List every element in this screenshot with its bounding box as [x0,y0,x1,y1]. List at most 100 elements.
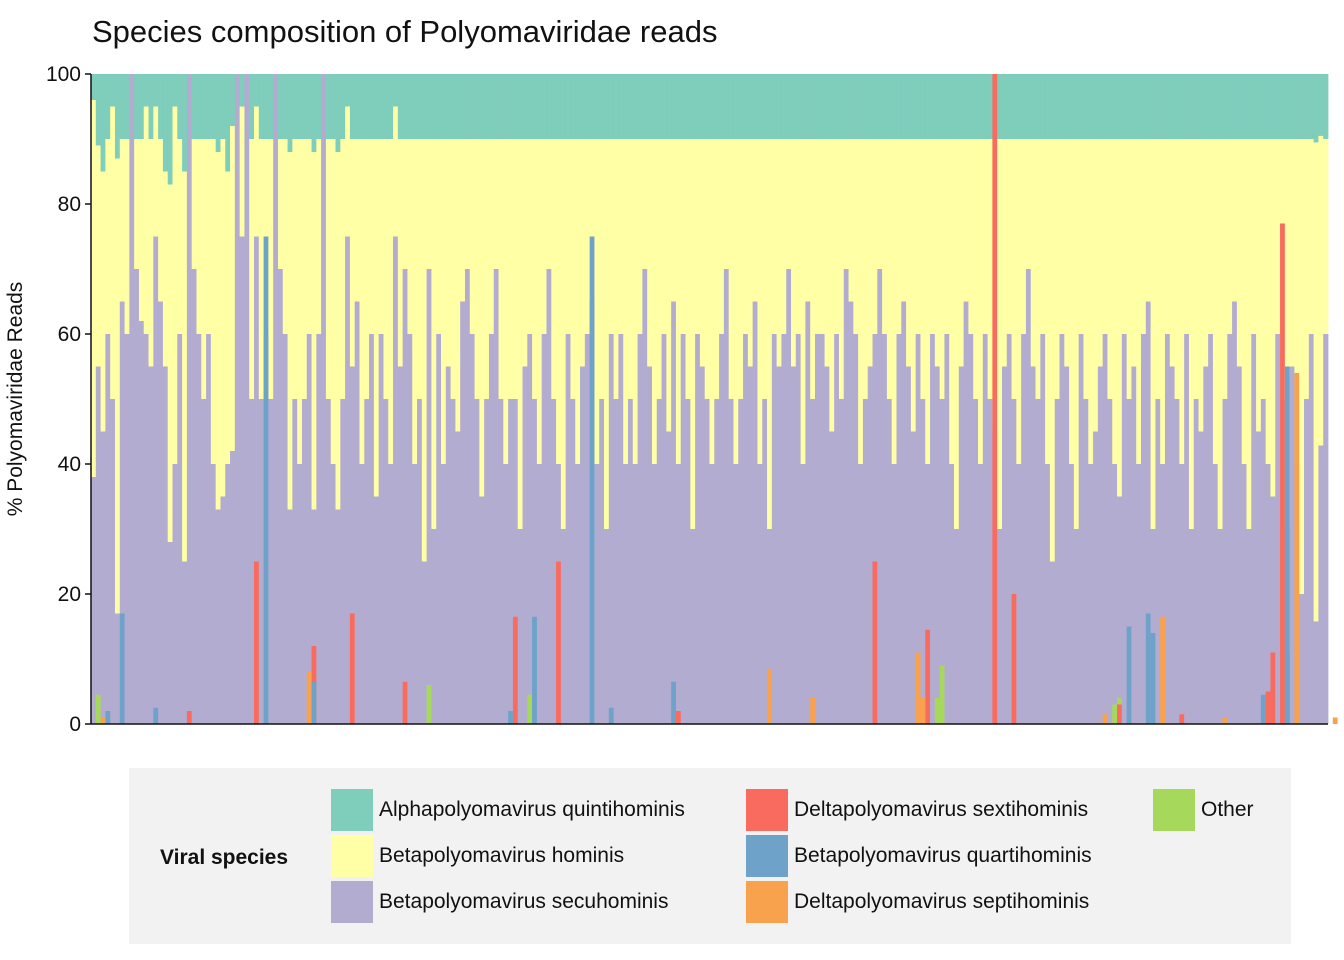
bar-segment-alphapolyomavirus-quintihominis [690,74,696,139]
bar-segment-betapolyomavirus-secuhominis [786,269,792,724]
bar-segment-alphapolyomavirus-quintihominis [1045,74,1051,139]
y-axis-title: % Polyomaviridae Reads [4,282,27,517]
bar-segment-betapolyomavirus-hominis [1102,139,1108,334]
bar-segment-betapolyomavirus-hominis [733,139,739,464]
bar-segment-betapolyomavirus-secuhominis [100,431,106,724]
bar-segment-betapolyomavirus-hominis [743,139,749,334]
bar-segment-betapolyomavirus-secuhominis [201,399,207,724]
bar-segment-betapolyomavirus-hominis [584,139,591,334]
bar-segment-betapolyomavirus-secuhominis [258,399,264,724]
bar-segment-betapolyomavirus-secuhominis [249,399,255,724]
bar-segment-alphapolyomavirus-quintihominis [206,74,212,139]
bar-segment-betapolyomavirus-secuhominis [306,334,312,724]
bar-segment-betapolyomavirus-hominis [110,106,116,399]
y-tick-label: 60 [58,323,81,346]
bar-segment-betapolyomavirus-secuhominis [484,399,490,724]
bar-segment-alphapolyomavirus-quintihominis [867,74,873,139]
bar-segment-betapolyomavirus-secuhominis [1179,464,1185,724]
bar-segment-betapolyomavirus-secuhominis [1021,334,1027,724]
bar-segment-betapolyomavirus-secuhominis [1232,301,1238,724]
bar-segment-alphapolyomavirus-quintihominis [978,74,984,139]
bar-segment-alphapolyomavirus-quintihominis [1141,74,1147,139]
bar-deltapolyomavirus-septihominis [915,652,921,724]
legend-label-betapolyomavirus-quartihominis: Betapolyomavirus quartihominis [794,844,1092,867]
bar-segment-betapolyomavirus-secuhominis [464,269,471,724]
bar-segment-betapolyomavirus-hominis [594,139,600,464]
bar-segment-betapolyomavirus-hominis [1169,139,1175,367]
bar-segment-betapolyomavirus-hominis [997,139,1003,529]
legend-label-deltapolyomavirus-septihominis: Deltapolyomavirus septihominis [794,890,1090,913]
bar-segment-alphapolyomavirus-quintihominis [958,74,965,139]
bar-segment-alphapolyomavirus-quintihominis [1217,74,1223,139]
bar-segment-betapolyomavirus-hominis [709,139,715,464]
bar-segment-betapolyomavirus-secuhominis [613,399,619,724]
bar-segment-alphapolyomavirus-quintihominis [560,74,567,139]
bar-segment-betapolyomavirus-hominis [824,139,830,367]
bar-segment-alphapolyomavirus-quintihominis [685,74,691,139]
bar-segment-betapolyomavirus-secuhominis [886,399,893,724]
bar-segment-alphapolyomavirus-quintihominis [503,74,509,139]
bar-segment-betapolyomavirus-secuhominis [1246,529,1252,724]
bar-segment-betapolyomavirus-hominis [685,139,691,399]
bar-segment-alphapolyomavirus-quintihominis [512,74,519,139]
bar-segment-betapolyomavirus-hominis [973,139,979,399]
bar-segment-betapolyomavirus-hominis [1323,139,1329,334]
bar-segment-betapolyomavirus-hominis [393,106,399,237]
bar-segment-betapolyomavirus-secuhominis [757,464,763,724]
bar-segment-betapolyomavirus-secuhominis [292,399,298,724]
bar-segment-alphapolyomavirus-quintihominis [671,74,677,139]
bar-segment-betapolyomavirus-secuhominis [148,366,154,724]
bar-segment-alphapolyomavirus-quintihominis [982,74,988,139]
bar-segment-betapolyomavirus-hominis [858,139,864,464]
bar-segment-betapolyomavirus-hominis [383,139,389,399]
bar-segment-alphapolyomavirus-quintihominis [316,74,322,139]
bar-segment-alphapolyomavirus-quintihominis [886,74,893,139]
bar-segment-alphapolyomavirus-quintihominis [1093,74,1099,139]
bar-segment-alphapolyomavirus-quintihominis [138,74,145,139]
bar-segment-betapolyomavirus-hominis [301,139,308,399]
chart-title: Species composition of Polyomaviridae re… [92,14,718,49]
bar-segment-betapolyomavirus-secuhominis [493,269,499,724]
bar-other [934,698,940,724]
bar-segment-betapolyomavirus-secuhominis [743,334,749,724]
bar-segment-betapolyomavirus-secuhominis [838,399,845,724]
bar-segment-betapolyomavirus-secuhominis [767,529,773,724]
bar-segment-alphapolyomavirus-quintihominis [776,74,782,139]
bar-segment-betapolyomavirus-secuhominis [1040,334,1046,724]
bar-segment-alphapolyomavirus-quintihominis [1284,74,1291,139]
bar-segment-betapolyomavirus-secuhominis [882,334,888,724]
bar-segment-alphapolyomavirus-quintihominis [906,74,912,139]
bar-segment-alphapolyomavirus-quintihominis [987,74,993,139]
bar-other [939,665,945,724]
bar-segment-betapolyomavirus-secuhominis [1078,334,1084,724]
bar-segment-betapolyomavirus-hominis [138,139,145,321]
bar-segment-betapolyomavirus-secuhominis [1049,561,1056,724]
bar-segment-alphapolyomavirus-quintihominis [838,74,845,139]
bar-segment-betapolyomavirus-hominis [1059,139,1065,334]
bar-segment-alphapolyomavirus-quintihominis [1073,74,1080,139]
bar-segment-betapolyomavirus-hominis [354,139,360,302]
bar-segment-alphapolyomavirus-quintihominis [1289,74,1295,139]
bar-segment-betapolyomavirus-hominis [426,139,432,269]
bar-segment-alphapolyomavirus-quintihominis [1021,74,1027,139]
bar-segment-betapolyomavirus-secuhominis [1030,366,1036,724]
bar-other [426,685,432,724]
bar-segment-betapolyomavirus-secuhominis [954,529,960,724]
bar-segment-alphapolyomavirus-quintihominis [311,74,317,152]
bar-segment-alphapolyomavirus-quintihominis [939,74,945,139]
bar-segment-betapolyomavirus-secuhominis [877,269,883,724]
bar-segment-alphapolyomavirus-quintihominis [1251,74,1257,139]
bar-segment-betapolyomavirus-hominis [1184,139,1190,334]
legend-swatch-betapolyomavirus-quartihominis [746,835,788,877]
bar-segment-alphapolyomavirus-quintihominis [968,74,974,139]
bar-segment-betapolyomavirus-hominis [239,106,245,237]
bar-segment-alphapolyomavirus-quintihominis [651,74,658,139]
bar-segment-betapolyomavirus-secuhominis [608,334,614,724]
bar-segment-betapolyomavirus-secuhominis [570,399,576,724]
bar-segment-betapolyomavirus-hominis [345,106,351,237]
bar-segment-betapolyomavirus-secuhominis [714,399,720,724]
bar-segment-betapolyomavirus-secuhominis [565,334,571,724]
bar-segment-betapolyomavirus-hominis [800,139,806,464]
bar-segment-betapolyomavirus-secuhominis [1064,366,1070,724]
bar-segment-betapolyomavirus-secuhominis [1117,496,1123,724]
